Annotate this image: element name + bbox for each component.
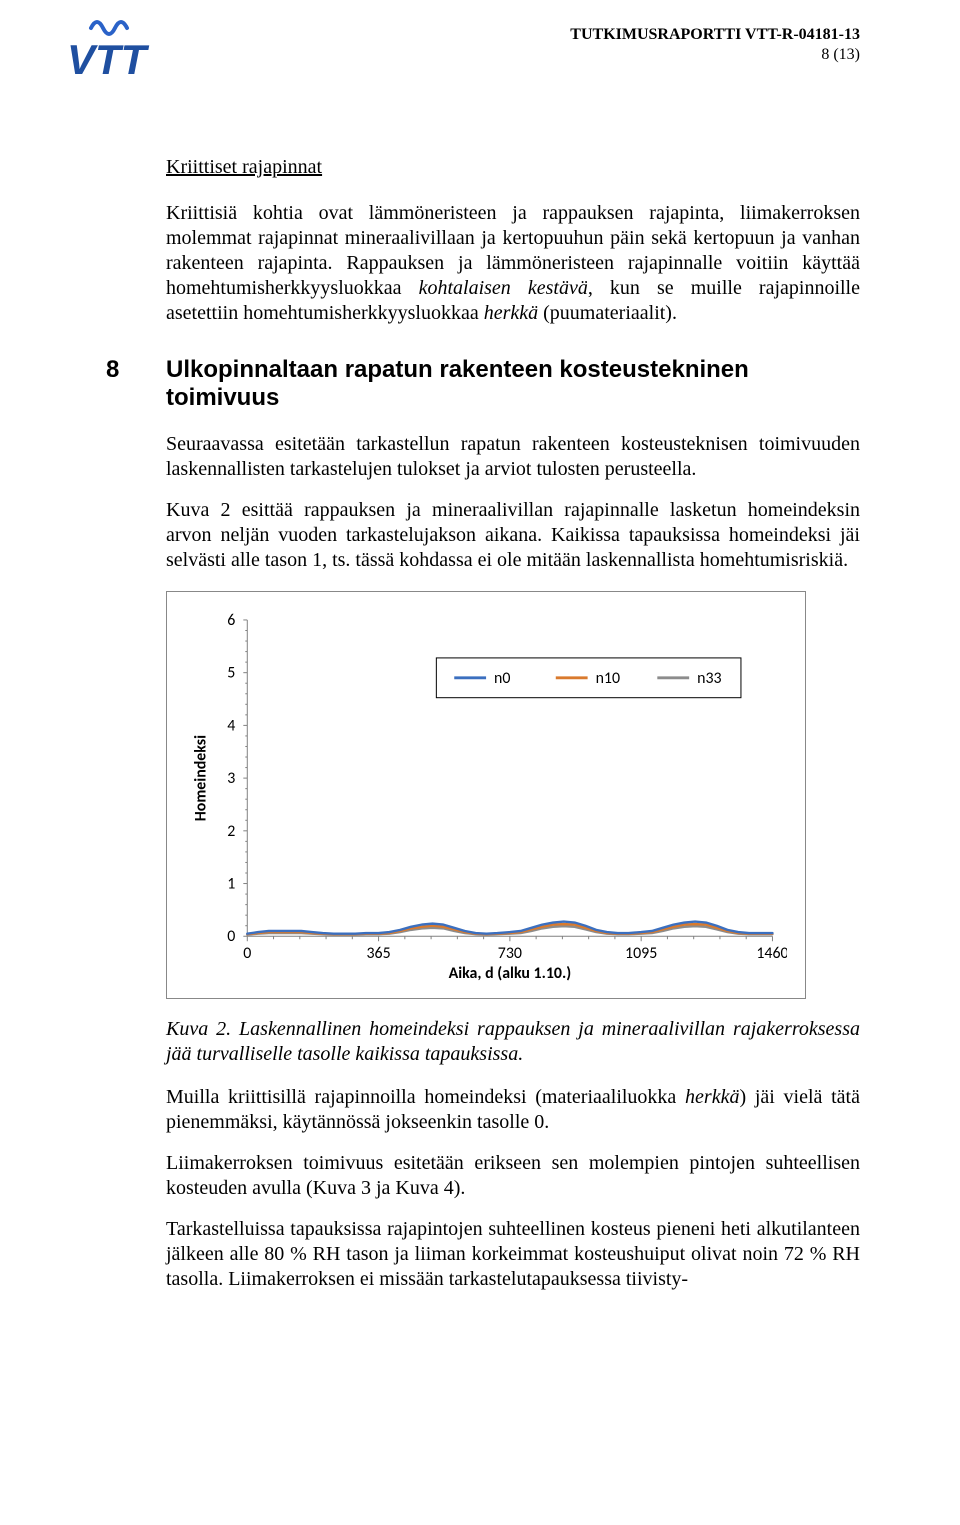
para-6: Tarkastelluissa tapauksissa rajapintojen… [166, 1217, 860, 1292]
svg-text:1095: 1095 [625, 944, 657, 963]
header-right: TUTKIMUSRAPORTTI VTT-R-04181-13 8 (13) [570, 26, 860, 64]
report-id: TUTKIMUSRAPORTTI VTT-R-04181-13 [570, 26, 860, 44]
svg-text:n10: n10 [596, 669, 620, 688]
svg-text:0: 0 [243, 944, 251, 963]
svg-text:Aika, d (alku 1.10.): Aika, d (alku 1.10.) [449, 964, 572, 983]
svg-text:365: 365 [366, 944, 390, 963]
page-header: VTT TUTKIMUSRAPORTTI VTT-R-04181-13 8 (1… [106, 26, 860, 116]
heading-2: 8 Ulkopinnaltaan rapatun rakenteen koste… [106, 356, 860, 412]
para1-post: (puumateriaalit). [538, 302, 677, 324]
para-2: Seuraavassa esitetään tarkastellun rapat… [166, 432, 860, 482]
svg-text:2: 2 [227, 822, 235, 841]
svg-text:n33: n33 [697, 669, 721, 688]
vtt-logo: VTT [31, 16, 231, 101]
para4-pre: Muilla kriittisillä rajapinnoilla homein… [166, 1086, 685, 1108]
page: VTT TUTKIMUSRAPORTTI VTT-R-04181-13 8 (1… [0, 0, 960, 1525]
svg-text:1: 1 [227, 875, 235, 894]
svg-text:VTT: VTT [67, 36, 150, 83]
chart-kuva2: 0 1 2 3 4 5 6 0 365 730 1095 1460 Homeindeksi Aika, d… [166, 591, 806, 999]
svg-text:0: 0 [227, 927, 235, 946]
h2-number: 8 [106, 356, 166, 384]
svg-text:730: 730 [498, 944, 522, 963]
svg-text:Homeindeksi: Homeindeksi [192, 735, 211, 821]
h2-text: Ulkopinnaltaan rapatun rakenteen kosteus… [166, 356, 860, 412]
para1-koht: kohtalaisen kestävä [419, 277, 588, 299]
para-3: Kuva 2 esittää rappauksen ja mineraalivi… [166, 498, 860, 573]
svg-text:1460: 1460 [756, 944, 787, 963]
svg-text:3: 3 [227, 769, 235, 788]
para1-herkka: herkkä [484, 302, 538, 324]
svg-text:6: 6 [227, 612, 235, 630]
section-title: Kriittiset rajapinnat [166, 156, 860, 179]
para4-herkka: herkkä [685, 1086, 739, 1108]
para-4: Muilla kriittisillä rajapinnoilla homein… [166, 1085, 860, 1135]
svg-text:5: 5 [227, 664, 235, 683]
para-1: Kriittisiä kohtia ovat lämmöneristeen ja… [166, 201, 860, 326]
page-number: 8 (13) [570, 46, 860, 64]
svg-text:n0: n0 [494, 669, 510, 688]
svg-text:4: 4 [227, 716, 235, 735]
para-5: Liimakerroksen toimivuus esitetään eriks… [166, 1151, 860, 1201]
figure-caption: Kuva 2. Laskennallinen homeindeksi rappa… [166, 1017, 860, 1067]
chart-svg: 0 1 2 3 4 5 6 0 365 730 1095 1460 Homeindeksi Aika, d… [185, 612, 787, 984]
